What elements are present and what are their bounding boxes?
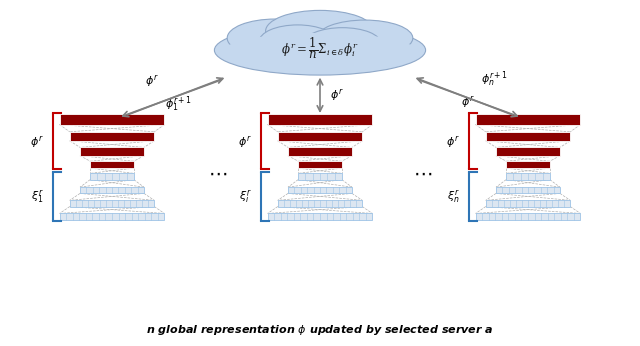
Ellipse shape — [221, 33, 419, 73]
Ellipse shape — [304, 28, 381, 59]
Bar — [496, 147, 560, 156]
Text: $\xi_1^r$: $\xi_1^r$ — [31, 188, 44, 205]
Bar — [80, 187, 144, 193]
Bar — [70, 200, 154, 207]
Bar — [90, 161, 134, 168]
Bar — [298, 173, 342, 180]
Bar — [476, 114, 580, 125]
Bar — [486, 132, 570, 141]
Bar — [60, 114, 164, 125]
Bar — [506, 161, 550, 168]
Bar — [70, 132, 154, 141]
Ellipse shape — [266, 10, 374, 52]
Text: $\phi^r$: $\phi^r$ — [238, 134, 252, 150]
Bar — [278, 200, 362, 207]
Ellipse shape — [227, 19, 323, 57]
Bar — [298, 161, 342, 168]
Bar — [90, 173, 134, 180]
Ellipse shape — [214, 25, 426, 75]
Bar — [80, 147, 144, 156]
Text: $\phi^r$: $\phi^r$ — [145, 74, 159, 89]
Bar — [486, 200, 570, 207]
Bar — [60, 213, 164, 220]
Text: $\xi_i^r$: $\xi_i^r$ — [239, 188, 252, 205]
Text: $\cdots$: $\cdots$ — [413, 164, 432, 182]
Ellipse shape — [259, 25, 336, 58]
Bar — [476, 213, 580, 220]
Text: $\phi^r = \dfrac{1}{n}\Sigma_{i\in\delta}\phi_i^r$: $\phi^r = \dfrac{1}{n}\Sigma_{i\in\delta… — [281, 36, 359, 61]
Text: $\phi^r$: $\phi^r$ — [330, 88, 343, 103]
Bar — [288, 187, 352, 193]
Text: $\phi^r$: $\phi^r$ — [461, 94, 475, 110]
Text: n global representation $\phi$ updated by selected server a: n global representation $\phi$ updated b… — [146, 324, 494, 337]
Bar — [268, 114, 372, 125]
Text: $\phi^r$: $\phi^r$ — [30, 134, 44, 150]
Bar — [278, 132, 362, 141]
Text: $\cdots$: $\cdots$ — [208, 164, 227, 182]
Bar — [288, 147, 352, 156]
Text: $\phi_1^{r+1}$: $\phi_1^{r+1}$ — [165, 94, 192, 114]
Text: $\phi_n^{r+1}$: $\phi_n^{r+1}$ — [481, 70, 508, 89]
Text: $\phi^r$: $\phi^r$ — [446, 134, 460, 150]
Bar — [506, 173, 550, 180]
Bar — [268, 213, 372, 220]
Text: $\xi_n^r$: $\xi_n^r$ — [447, 188, 460, 205]
Bar — [496, 187, 560, 193]
Ellipse shape — [317, 20, 413, 56]
